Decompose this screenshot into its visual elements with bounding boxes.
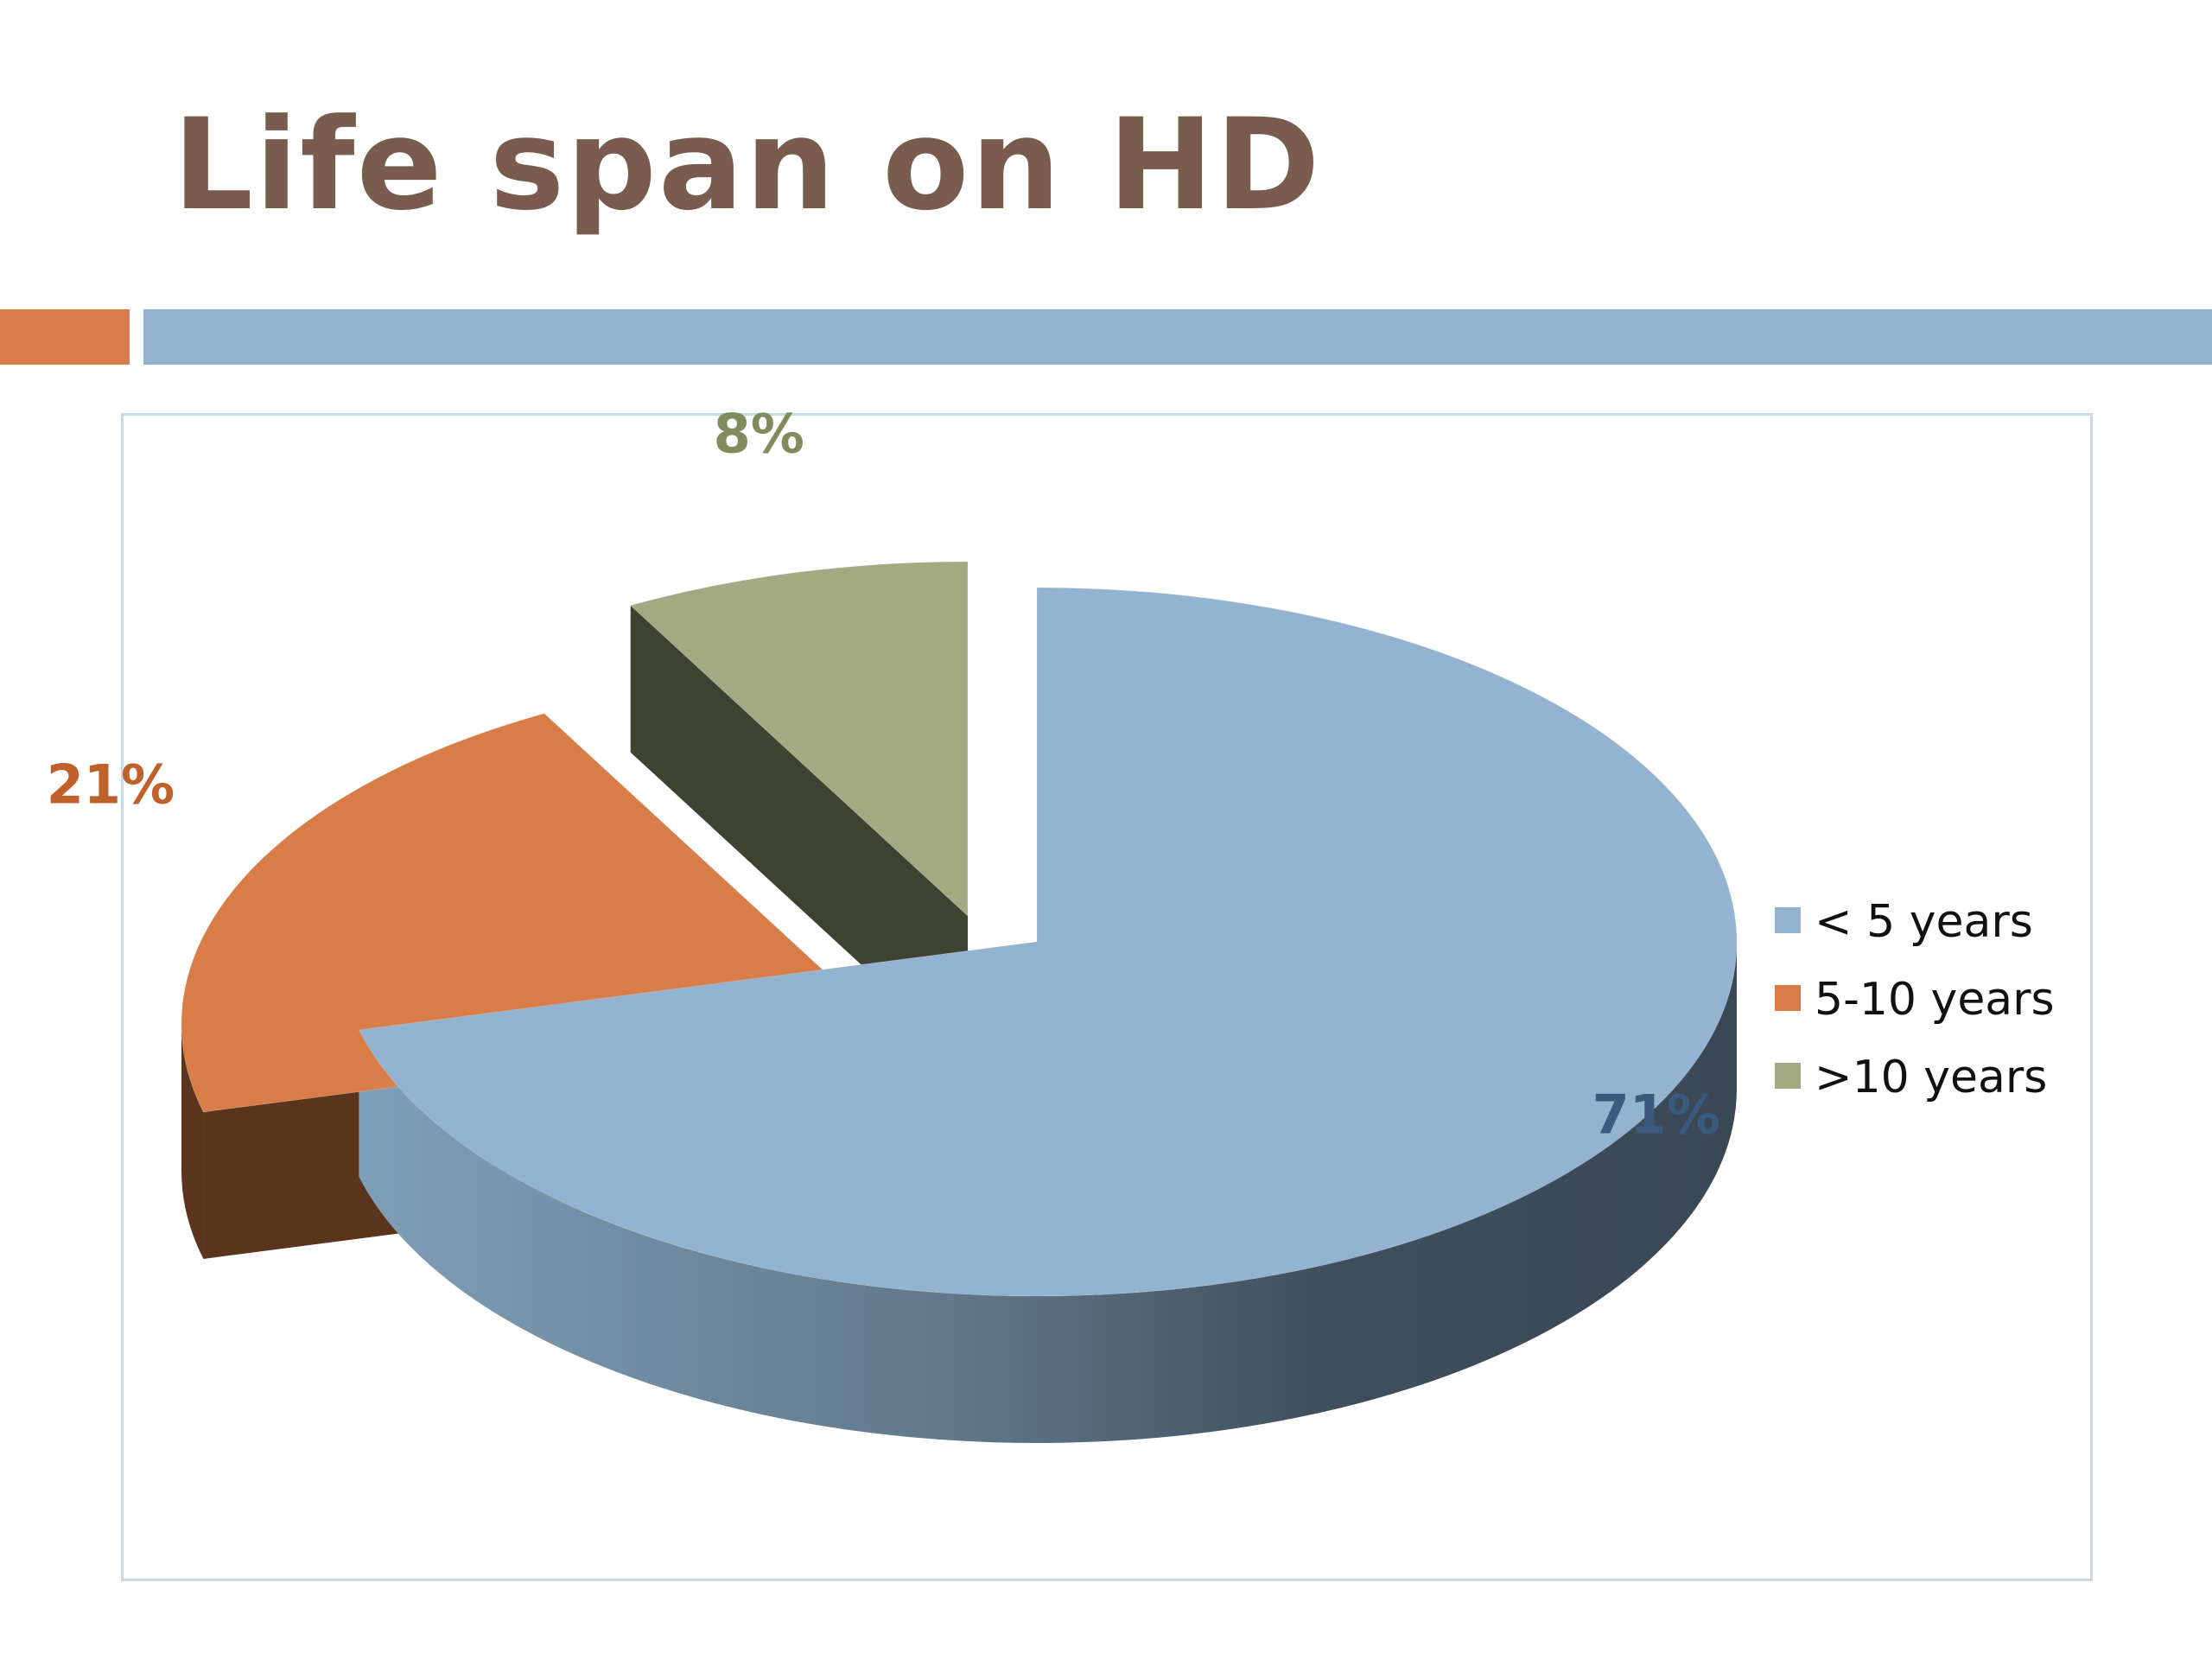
legend-swatch-0 — [1775, 907, 1801, 933]
pie-top-layer — [181, 561, 1738, 1297]
data-label-0: 71% — [1592, 1083, 1720, 1146]
legend-swatch-1 — [1775, 985, 1801, 1011]
pie-slice-1-outer-wall — [181, 1024, 204, 1259]
legend-swatch-2 — [1775, 1063, 1801, 1089]
accent-bar-blue — [143, 309, 2212, 365]
accent-bar-orange — [0, 309, 130, 365]
pie-slice-0-outer-wall — [359, 942, 1737, 1443]
legend-label-1: 5-10 years — [1815, 974, 2055, 1026]
data-label-2: 8% — [714, 402, 804, 465]
data-label-1: 21% — [47, 753, 175, 817]
pie-slice-0 — [358, 587, 1738, 1297]
pie-slice-2 — [629, 561, 969, 918]
chart-frame — [121, 413, 2093, 1581]
legend-label-2: >10 years — [1815, 1052, 2047, 1103]
pie-slice-2-cut-face-0 — [630, 605, 968, 1063]
legend-label-0: < 5 years — [1815, 896, 2033, 948]
chart-legend: < 5 years 5-10 years >10 years — [1775, 896, 2055, 1103]
page-title: Life span on HD — [173, 92, 1322, 238]
pie-data-labels: 71% 21% 8% — [47, 402, 1720, 1146]
